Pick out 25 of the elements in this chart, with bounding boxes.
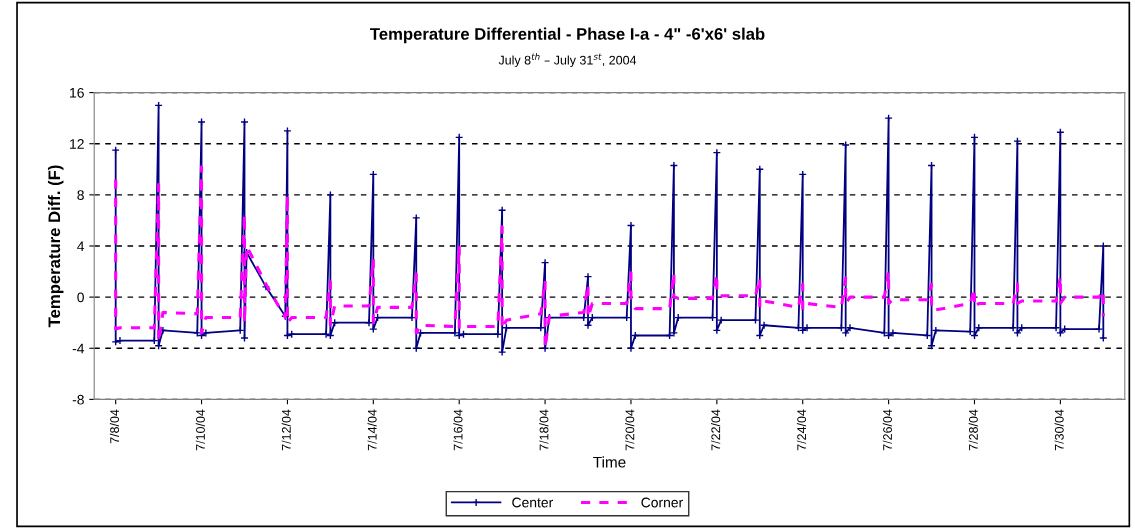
legend-label: Center [512,497,553,508]
x-tick-label: 7/28/04 [968,409,978,451]
x-tick-label: 7/26/04 [882,409,892,451]
x-tick-label: 7/22/04 [711,409,721,451]
x-tick-label: 7/14/04 [367,409,377,451]
x-tick-label: 7/10/04 [195,409,205,451]
y-tick-label: 0 [77,292,84,303]
x-tick-label: 7/16/04 [453,409,463,451]
y-tick-label: 12 [70,139,84,149]
x-tick-label: 7/12/04 [281,409,291,451]
y-tick-label: 8 [77,190,84,201]
x-tick-label: 7/30/04 [1054,409,1064,451]
chart-subtitle: July 8$^{th}$ – July 31$^{st}$, 2004 [498,53,637,68]
x-tick-label: 7/8/04 [109,409,120,444]
y-tick-label: 16 [70,87,84,98]
y-axis-title: Temperature Diff. (F) [47,165,64,328]
legend-label: Corner [641,497,683,508]
x-tick-label: 7/18/04 [539,409,549,451]
x-axis-title: Time [593,456,626,468]
y-tick-label: -4 [72,343,85,354]
y-tick-label: 4 [77,241,85,252]
x-tick-label: 7/20/04 [625,409,635,451]
x-tick-label: 7/24/04 [796,409,807,451]
chart-title: Temperature Differential - Phase I-a - 4" -6'x6' slab [370,27,765,44]
y-tick-label: -8 [72,394,84,405]
